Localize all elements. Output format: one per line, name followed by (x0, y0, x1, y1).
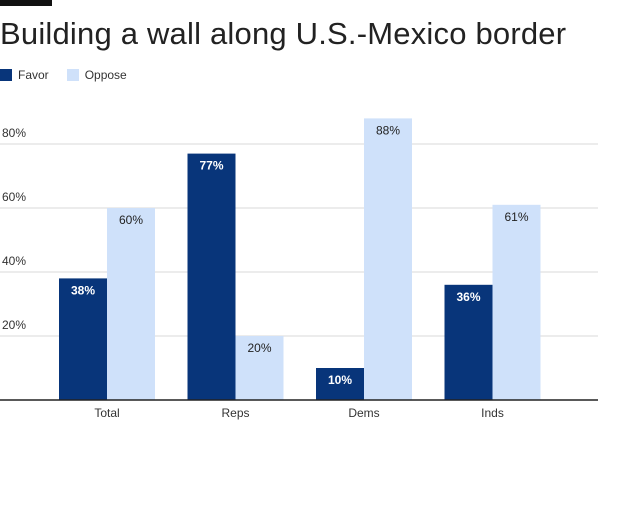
y-tick-label: 80% (2, 126, 26, 140)
bar-oppose (492, 204, 541, 400)
legend-label-oppose: Oppose (84, 68, 127, 82)
legend-label-favor: Favor (18, 68, 49, 82)
data-label: 38% (71, 283, 95, 297)
x-tick-label: Reps (221, 406, 249, 420)
bar-oppose (235, 336, 284, 400)
bar-oppose (364, 118, 412, 401)
y-tick-label: 20% (2, 318, 26, 332)
data-label: 20% (247, 341, 271, 355)
legend-swatch-oppose (66, 69, 79, 81)
data-label: 60% (119, 213, 143, 227)
legend-swatch-favor (0, 69, 12, 81)
data-label: 88% (376, 123, 400, 137)
y-tick-label: 60% (2, 190, 26, 204)
x-tick-label: Total (94, 406, 119, 420)
x-tick-label: Dems (348, 406, 379, 420)
bar-favor (59, 278, 107, 400)
data-label: 61% (504, 210, 528, 224)
chart-title: Building a wall along U.S.-Mexico border (0, 16, 567, 51)
bar-oppose (107, 208, 155, 400)
data-label: 77% (199, 159, 223, 173)
bar-favor (187, 153, 236, 400)
data-label: 36% (456, 290, 480, 304)
legend: Favor Oppose (0, 68, 145, 82)
y-tick-label: 40% (2, 254, 26, 268)
bar-favor (316, 368, 364, 400)
bar-favor (444, 284, 493, 400)
legend-item-favor: Favor (0, 68, 49, 82)
x-tick-label: Inds (481, 406, 504, 420)
legend-item-oppose: Oppose (66, 68, 127, 82)
data-label: 10% (328, 373, 352, 387)
header-accent-bar (0, 0, 52, 6)
